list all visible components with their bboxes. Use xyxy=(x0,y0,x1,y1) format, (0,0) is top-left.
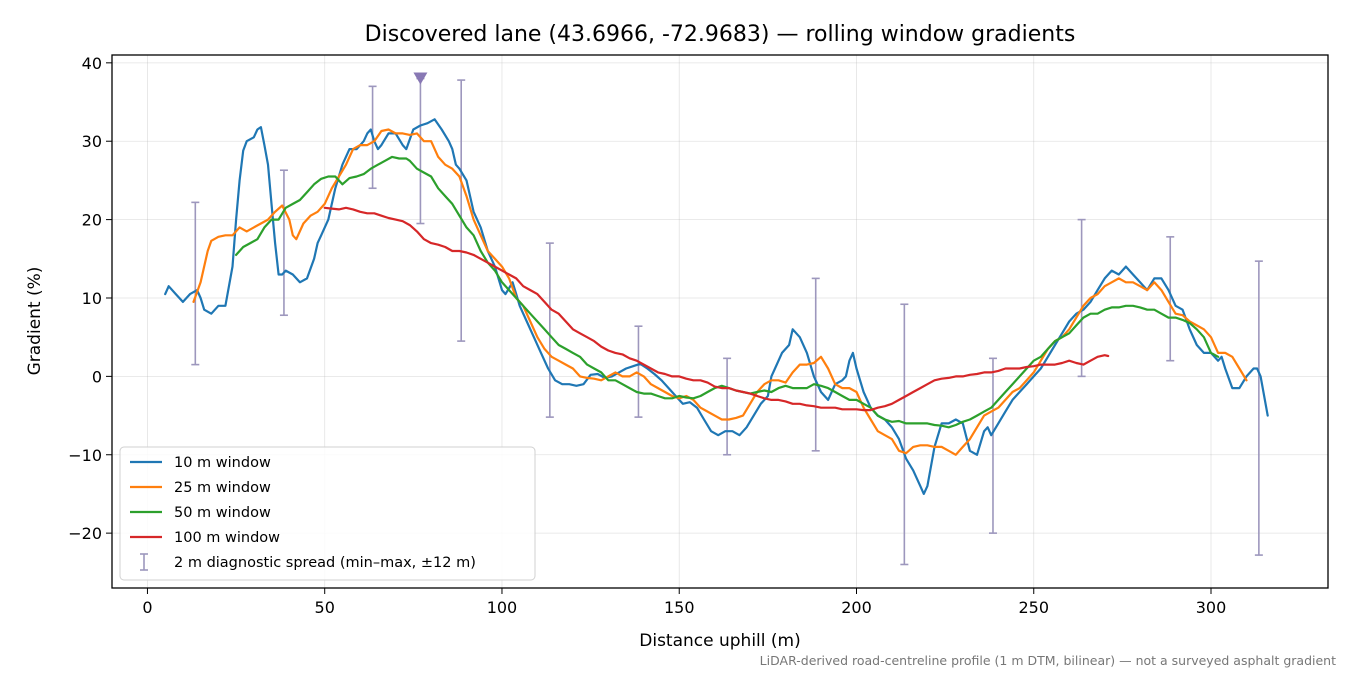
x-tick-label: 100 xyxy=(487,598,518,617)
x-tick-label: 200 xyxy=(841,598,872,617)
error-bar xyxy=(1166,236,1175,362)
axis-ticks: 0 50 100 150 200 250 300 −20 −10 0 10 20 30 40 xyxy=(68,54,1226,617)
series-line-100m xyxy=(323,206,1110,412)
y-tick-label: 40 xyxy=(82,54,102,73)
peak-marker-triangle xyxy=(413,72,428,85)
y-tick-label: 20 xyxy=(82,211,102,230)
x-tick-label: 300 xyxy=(1196,598,1227,617)
error-bar xyxy=(988,357,997,534)
series-line-25m xyxy=(192,128,1248,456)
legend: 10 m window 25 m window 50 m window 100 m w… xyxy=(119,446,536,581)
peak-marker-layer xyxy=(413,72,428,85)
legend-label: 2 m diagnostic spread (min–max, ±12 m) xyxy=(174,555,476,571)
chart-title: Discovered lane (43.6966, -72.9683) — ro… xyxy=(365,22,1076,47)
legend-box xyxy=(119,446,536,581)
error-bar xyxy=(634,325,643,418)
series-lines xyxy=(164,118,1269,495)
error-bar xyxy=(723,357,732,456)
x-tick-label: 250 xyxy=(1018,598,1049,617)
series-line-10m xyxy=(164,118,1269,495)
legend-label: 100 m window xyxy=(174,530,280,546)
y-tick-label: −20 xyxy=(68,524,102,543)
y-tick-label: −10 xyxy=(68,446,102,465)
error-bar xyxy=(811,277,820,452)
x-axis-label: Distance uphill (m) xyxy=(639,631,800,651)
error-bar xyxy=(900,303,909,566)
series-line-50m xyxy=(235,155,1220,429)
plot-frame xyxy=(111,54,1329,589)
error-bar xyxy=(457,79,466,342)
error-bars xyxy=(191,77,1263,566)
y-axis-label: Gradient (%) xyxy=(25,267,45,376)
error-bar xyxy=(191,201,200,366)
y-tick-label: 30 xyxy=(82,132,102,151)
y-tick-label: 0 xyxy=(92,367,102,386)
legend-label: 25 m window xyxy=(174,480,271,496)
error-bar xyxy=(1077,218,1086,378)
y-tick-label: 10 xyxy=(82,289,102,308)
x-tick-label: 150 xyxy=(664,598,695,617)
error-bar xyxy=(279,169,288,317)
footnote: LiDAR-derived road-centreline profile (1… xyxy=(760,653,1336,668)
x-tick-label: 0 xyxy=(142,598,152,617)
legend-label: 10 m window xyxy=(174,455,271,471)
x-tick-label: 50 xyxy=(315,598,335,617)
error-bar xyxy=(1254,260,1263,556)
legend-label: 50 m window xyxy=(174,505,271,521)
error-bar xyxy=(545,242,554,418)
